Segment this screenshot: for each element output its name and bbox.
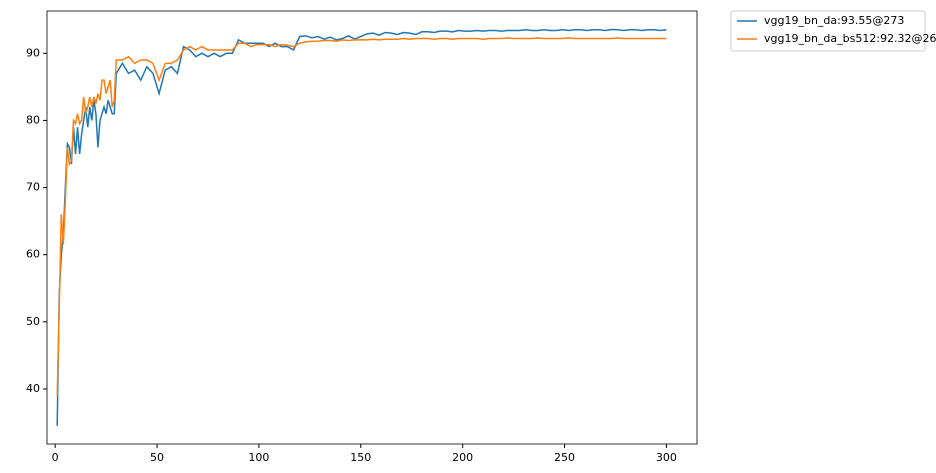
plot-area — [46, 10, 698, 445]
x-tick-label: 200 — [452, 451, 473, 464]
legend-box — [730, 10, 926, 52]
y-tick-label: 60 — [26, 248, 40, 261]
data-line — [56, 28, 667, 426]
x-tick-label: 50 — [150, 451, 164, 464]
x-tick-label: 100 — [248, 451, 269, 464]
legend-label: vgg19_bn_da:93.55@273 — [764, 14, 904, 27]
data-line — [56, 37, 667, 396]
y-tick-label: 90 — [26, 46, 40, 59]
x-tick-label: 300 — [656, 451, 677, 464]
legend-label: vgg19_bn_da_bs512:92.32@263 — [764, 32, 936, 45]
y-tick-label: 70 — [26, 181, 40, 194]
x-tick-label: 150 — [350, 451, 371, 464]
y-tick-label: 50 — [26, 315, 40, 328]
y-tick-label: 80 — [26, 113, 40, 126]
x-tick-label: 0 — [52, 451, 59, 464]
y-tick-label: 40 — [26, 382, 40, 395]
x-tick-label: 250 — [554, 451, 575, 464]
